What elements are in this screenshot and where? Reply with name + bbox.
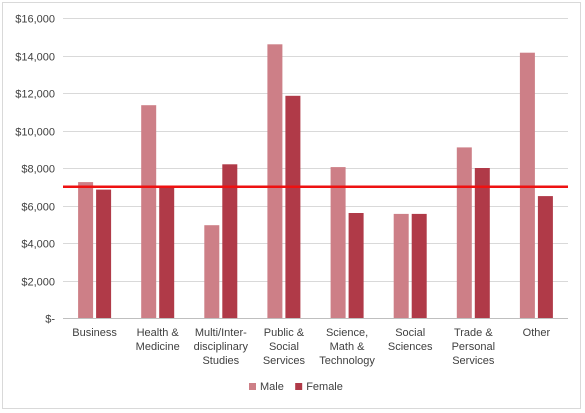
legend-label-male: Male [260,381,284,393]
x-tick-label: Social Sciences [388,327,433,353]
x-tick-label: Other [523,327,551,339]
bar-female [285,95,301,318]
y-tick-label: $4,000 [21,239,55,251]
bar-male [141,105,157,318]
y-tick-label: $6,000 [21,202,55,214]
bar-male [330,167,346,318]
y-tick-label: $- [45,314,55,326]
legend-swatch-female [295,383,303,390]
legend: Male Female [249,381,343,393]
gridlines [63,18,568,319]
bar-male [204,225,220,318]
x-tick-label: Health & Medicine [136,327,180,353]
legend-label-female: Female [306,381,343,393]
bar-female [537,196,553,318]
bar-male [78,182,94,318]
bar-female [348,213,364,318]
bar-male [267,44,283,319]
x-tick-label: Public & Social Services [263,327,306,367]
x-axis-ticks: Business Health & Medicine Multi/Inter-disc… [72,327,550,367]
bars [78,44,553,319]
x-tick-label: Science, Math & Technology [319,327,375,367]
y-tick-label: $2,000 [21,277,55,289]
bar-male [456,147,472,318]
y-tick-label: $8,000 [21,164,55,176]
x-tick-label: Trade & Personal Services [452,327,495,367]
y-tick-label: $14,000 [15,52,55,64]
legend-swatch-male [249,383,256,390]
bar-female [159,185,175,318]
bar-female [222,164,238,319]
bar-male [393,213,409,318]
y-tick-label: $10,000 [15,127,55,139]
bar-female [96,189,112,318]
bar-female [411,213,427,318]
y-tick-label: $16,000 [15,14,55,26]
y-tick-label: $12,000 [15,89,55,101]
bar-female [474,168,490,318]
bar-male [519,52,535,318]
y-axis-ticks: $- $2,000 $4,000 $6,000 $8,000 $10,000 $12,000… [15,14,55,326]
x-tick-label: Multi/Inter-disciplinary Studies [194,327,249,367]
x-tick-label: Business [72,327,117,339]
